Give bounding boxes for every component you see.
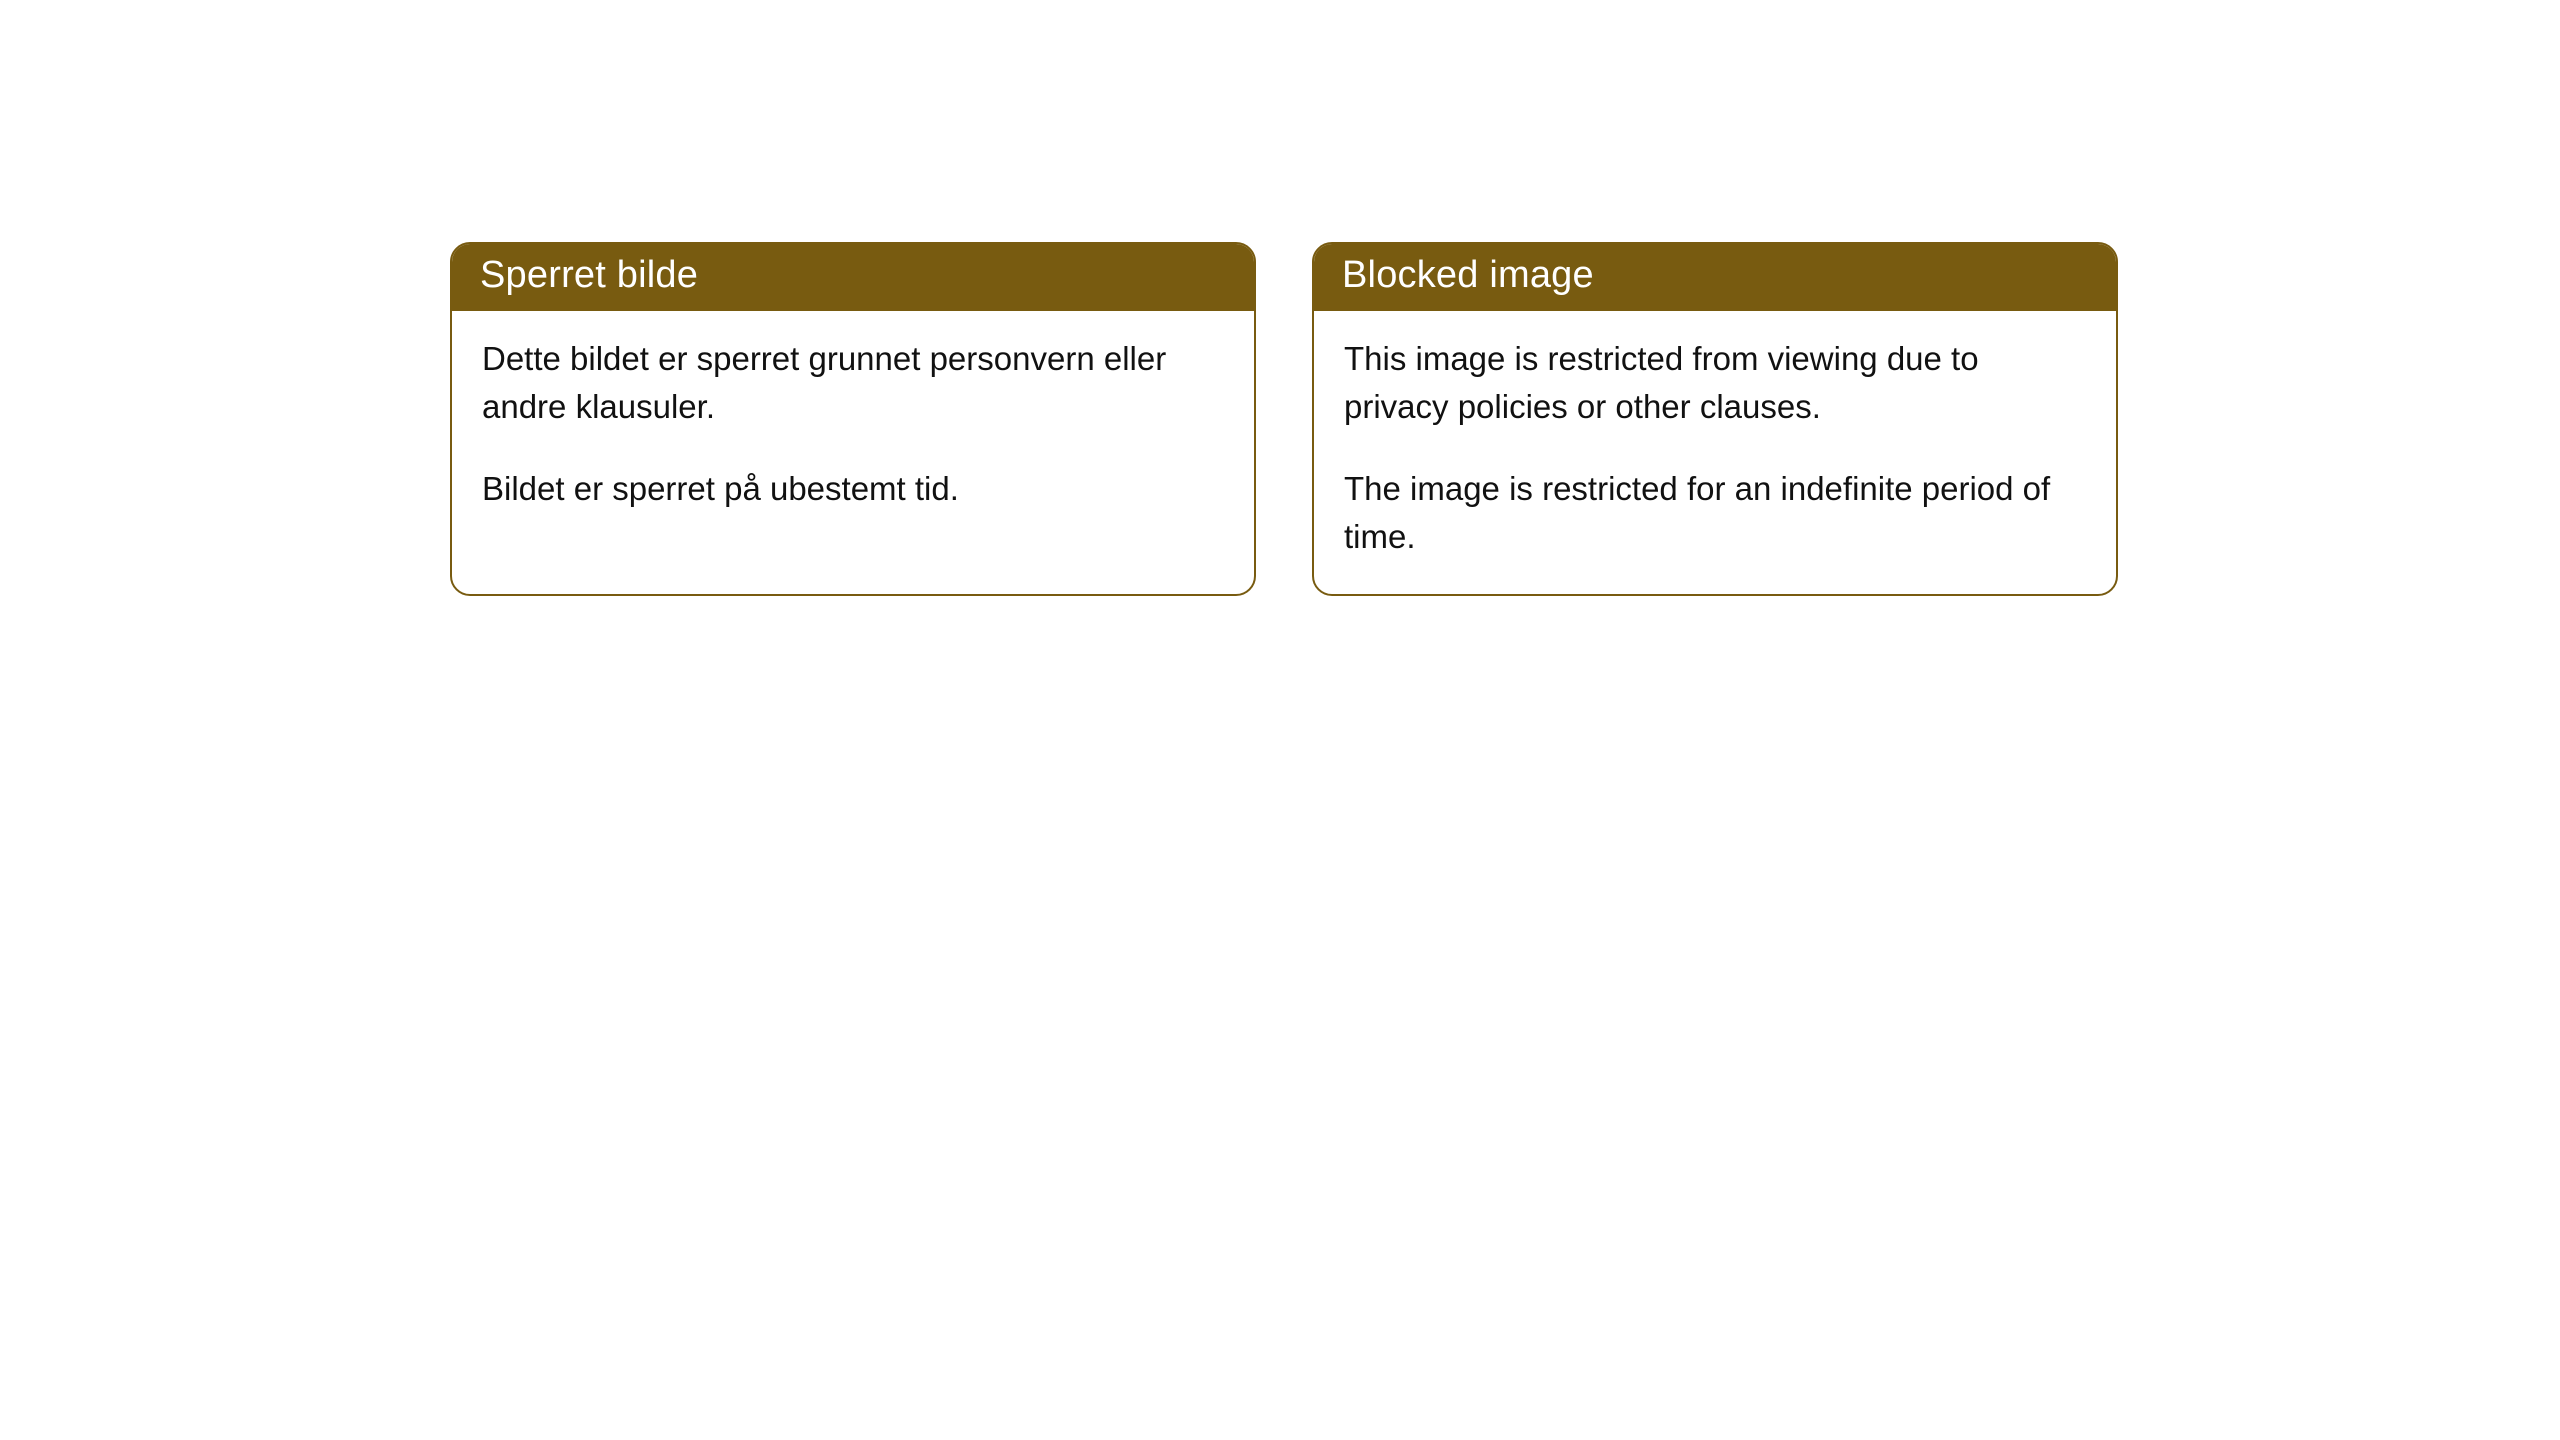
card-body: Dette bildet er sperret grunnet personve… — [452, 311, 1254, 547]
card-header: Blocked image — [1314, 244, 2116, 311]
blocked-image-card-no: Sperret bilde Dette bildet er sperret gr… — [450, 242, 1256, 596]
card-paragraph: The image is restricted for an indefinit… — [1344, 465, 2086, 561]
card-paragraph: This image is restricted from viewing du… — [1344, 335, 2086, 431]
blocked-image-card-en: Blocked image This image is restricted f… — [1312, 242, 2118, 596]
card-title: Blocked image — [1342, 254, 1594, 296]
card-title: Sperret bilde — [480, 254, 698, 296]
card-header: Sperret bilde — [452, 244, 1254, 311]
card-body: This image is restricted from viewing du… — [1314, 311, 2116, 594]
card-paragraph: Bildet er sperret på ubestemt tid. — [482, 465, 1224, 513]
card-paragraph: Dette bildet er sperret grunnet personve… — [482, 335, 1224, 431]
notice-cards-container: Sperret bilde Dette bildet er sperret gr… — [450, 242, 2118, 596]
